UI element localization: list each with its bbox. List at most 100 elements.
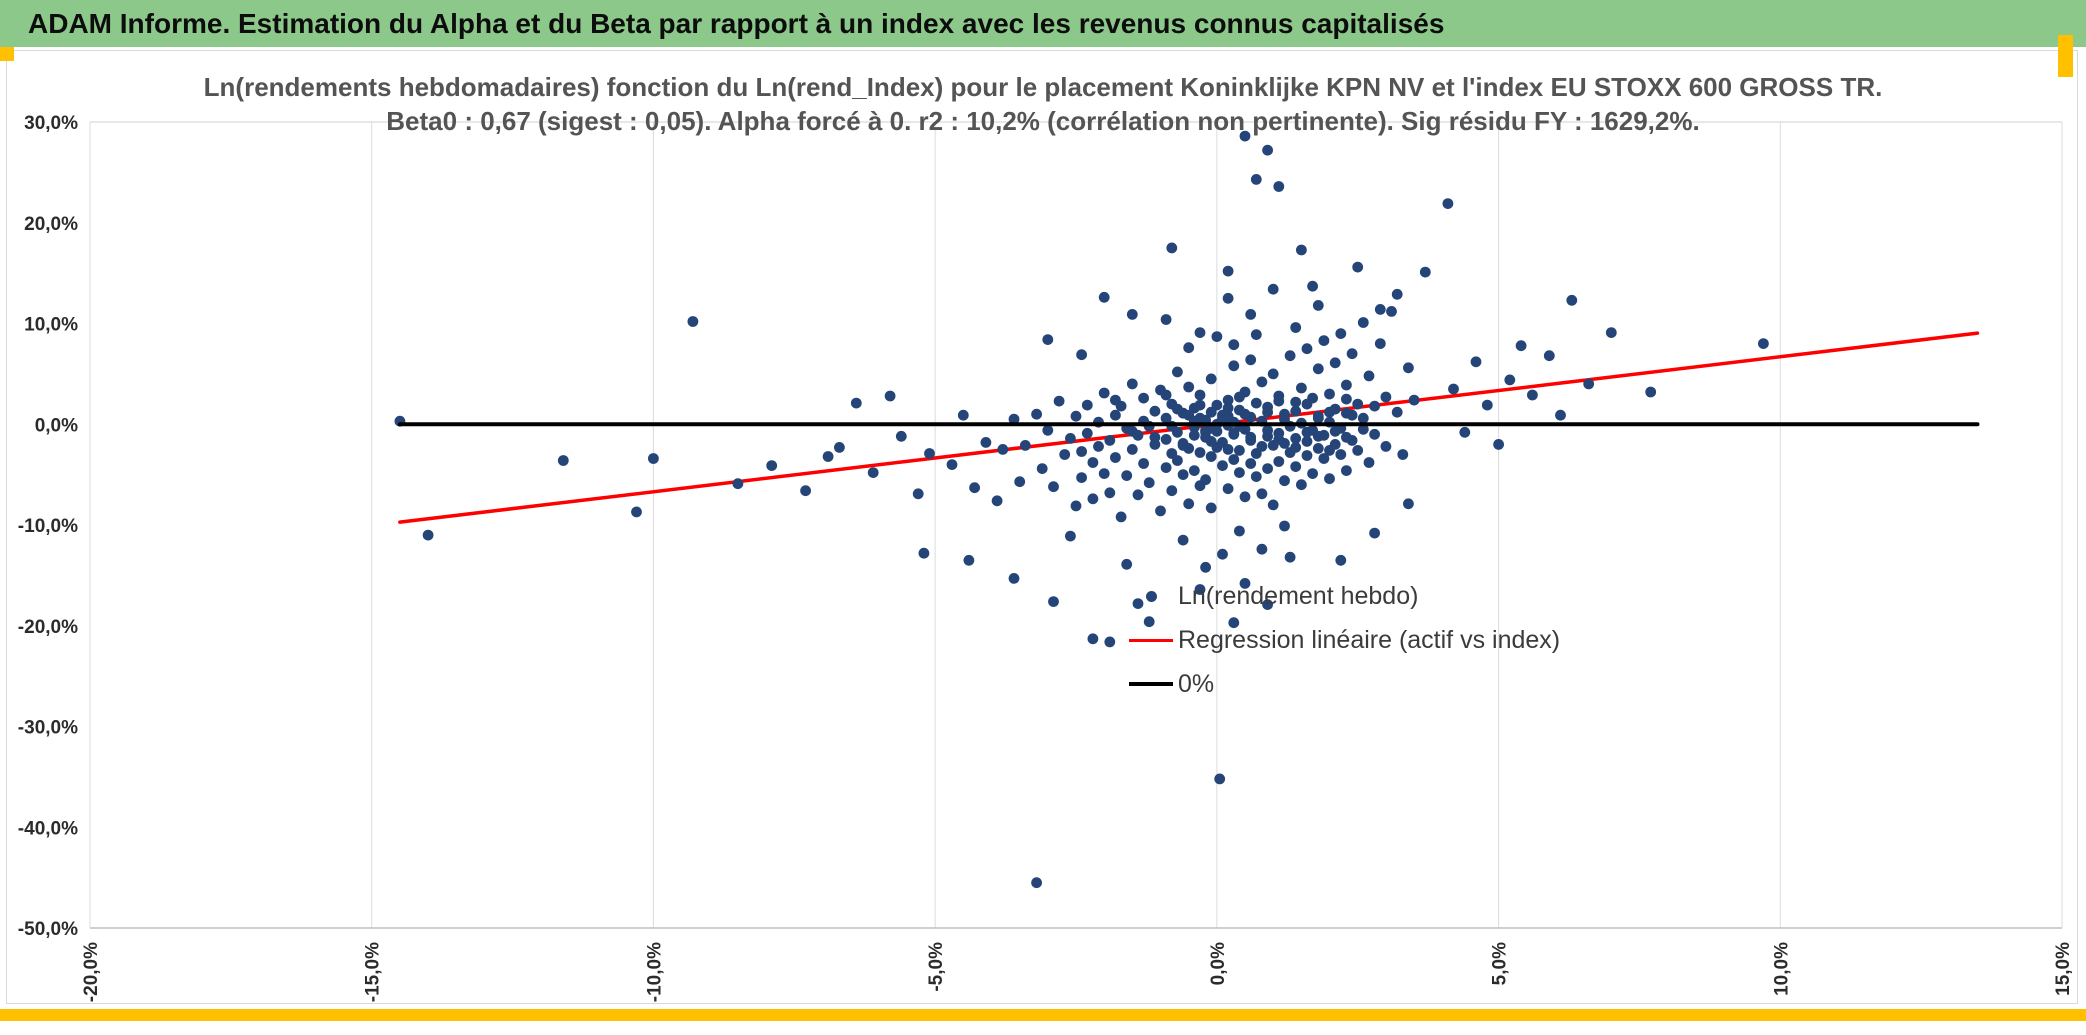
y-tick-label: 20,0%: [24, 214, 78, 235]
scatter-point: [1515, 340, 1527, 352]
scatter-point: [1065, 530, 1076, 542]
scatter-point: [1329, 357, 1341, 369]
scatter-point: [1166, 242, 1178, 254]
scatter-point: [1194, 327, 1206, 338]
scatter-point: [1070, 410, 1082, 422]
scatter-point: [1126, 309, 1138, 320]
scatter-point: [1115, 511, 1127, 523]
scatter-point: [1065, 433, 1076, 444]
scatter-point: [1250, 174, 1262, 185]
scatter-point: [1245, 309, 1257, 320]
y-tick-label: 30,0%: [24, 113, 78, 134]
scatter-point: [1301, 343, 1313, 355]
scatter-point: [1110, 452, 1121, 463]
scatter-point: [1228, 360, 1240, 372]
scatter-point: [1222, 402, 1234, 414]
scatter-point: [1256, 543, 1268, 555]
scatter-point: [1301, 436, 1313, 447]
scatter-point: [1273, 456, 1285, 467]
scatter-point: [1172, 403, 1183, 415]
scatter-point: [1290, 461, 1302, 472]
legend-item-zero[interactable]: 0%: [1128, 662, 1560, 706]
scatter-point: [1250, 397, 1262, 409]
scatter-point: [1076, 472, 1087, 483]
sheet-title: ADAM Informe. Estimation du Alpha et du …: [28, 7, 1445, 39]
scatter-point: [1369, 428, 1380, 440]
scatter-point: [1214, 773, 1226, 785]
scatter-point: [1284, 551, 1296, 563]
scatter-point: [1312, 363, 1324, 375]
scatter-point: [1172, 366, 1183, 378]
x-tick-label: 0,0%: [1208, 942, 1229, 985]
scatter-point: [1341, 465, 1352, 476]
scatter-point: [1087, 457, 1099, 468]
scatter-point: [1329, 425, 1341, 437]
scatter-point: [1059, 449, 1071, 460]
scatter-point: [1200, 474, 1211, 486]
scatter-point: [1183, 342, 1195, 354]
scatter-point: [1566, 294, 1578, 306]
scatter-point: [1110, 409, 1121, 421]
scatter-point: [1363, 370, 1375, 382]
scatter-point: [1369, 527, 1380, 539]
scatter-point: [1318, 335, 1330, 346]
scatter-point: [946, 459, 958, 470]
chart-area[interactable]: [6, 50, 2078, 1004]
scatter-point: [1262, 144, 1273, 156]
regression-line: [398, 331, 1980, 524]
scatter-point: [1239, 130, 1251, 142]
scatter-point: [1256, 376, 1268, 388]
scatter-point: [1138, 458, 1149, 469]
scatter-point: [1222, 394, 1234, 406]
legend-item-regression[interactable]: Regression linéaire (actif vs index): [1128, 618, 1560, 662]
x-tick-label: 10,0%: [1771, 942, 1792, 996]
scatter-point: [1645, 386, 1657, 398]
scatter-point: [1126, 444, 1138, 455]
scatter-point: [1374, 338, 1386, 349]
scatter-point: [1217, 460, 1228, 471]
scatter-point: [1290, 396, 1302, 408]
scatter-point: [1188, 429, 1200, 441]
scatter-point: [1504, 374, 1516, 386]
scatter-point: [1048, 481, 1059, 493]
scatter-point: [1014, 476, 1026, 488]
scatter-point: [1008, 413, 1020, 425]
scatter-point: [1042, 424, 1054, 436]
scatter-point: [1758, 338, 1769, 349]
cell-accent-top-right: [2058, 35, 2073, 77]
scatter-point: [1279, 475, 1290, 487]
scatter-point: [1081, 427, 1093, 439]
scatter-point: [1307, 280, 1318, 292]
scatter-point: [1200, 426, 1211, 438]
scatter-point: [1222, 444, 1234, 455]
scatter-point: [1222, 292, 1234, 304]
scatter-point: [1183, 381, 1195, 393]
scatter-point: [822, 451, 834, 462]
scatter-point: [1284, 350, 1296, 362]
scatter-point: [1363, 457, 1375, 468]
scatter-point: [1036, 463, 1048, 474]
scatter-point: [1273, 395, 1285, 407]
scatter-point: [1256, 488, 1268, 500]
scatter-point: [957, 409, 969, 421]
scatter-point: [422, 529, 434, 541]
scatter-point: [850, 397, 862, 409]
scatter-point: [980, 437, 992, 448]
scatter-point: [1267, 499, 1279, 511]
scatter-point: [1205, 436, 1217, 447]
legend-regression-marker: [1128, 638, 1174, 642]
scatter-point: [1262, 424, 1273, 436]
scatter-point: [1126, 425, 1138, 437]
scatter-point: [557, 455, 569, 466]
scatter-point: [1239, 408, 1251, 420]
scatter-point: [1205, 373, 1217, 385]
scatter-point: [1194, 584, 1206, 595]
scatter-point: [1380, 441, 1392, 452]
scatter-point: [1262, 463, 1273, 474]
y-tick-label: -50,0%: [18, 919, 78, 940]
legend-item-scatter[interactable]: Ln(rendement hebdo): [1128, 574, 1560, 618]
chart-legend: Ln(rendement hebdo) Regression linéaire …: [1128, 574, 1560, 706]
scatter-point: [1391, 288, 1403, 300]
scatter-point: [1267, 368, 1279, 380]
